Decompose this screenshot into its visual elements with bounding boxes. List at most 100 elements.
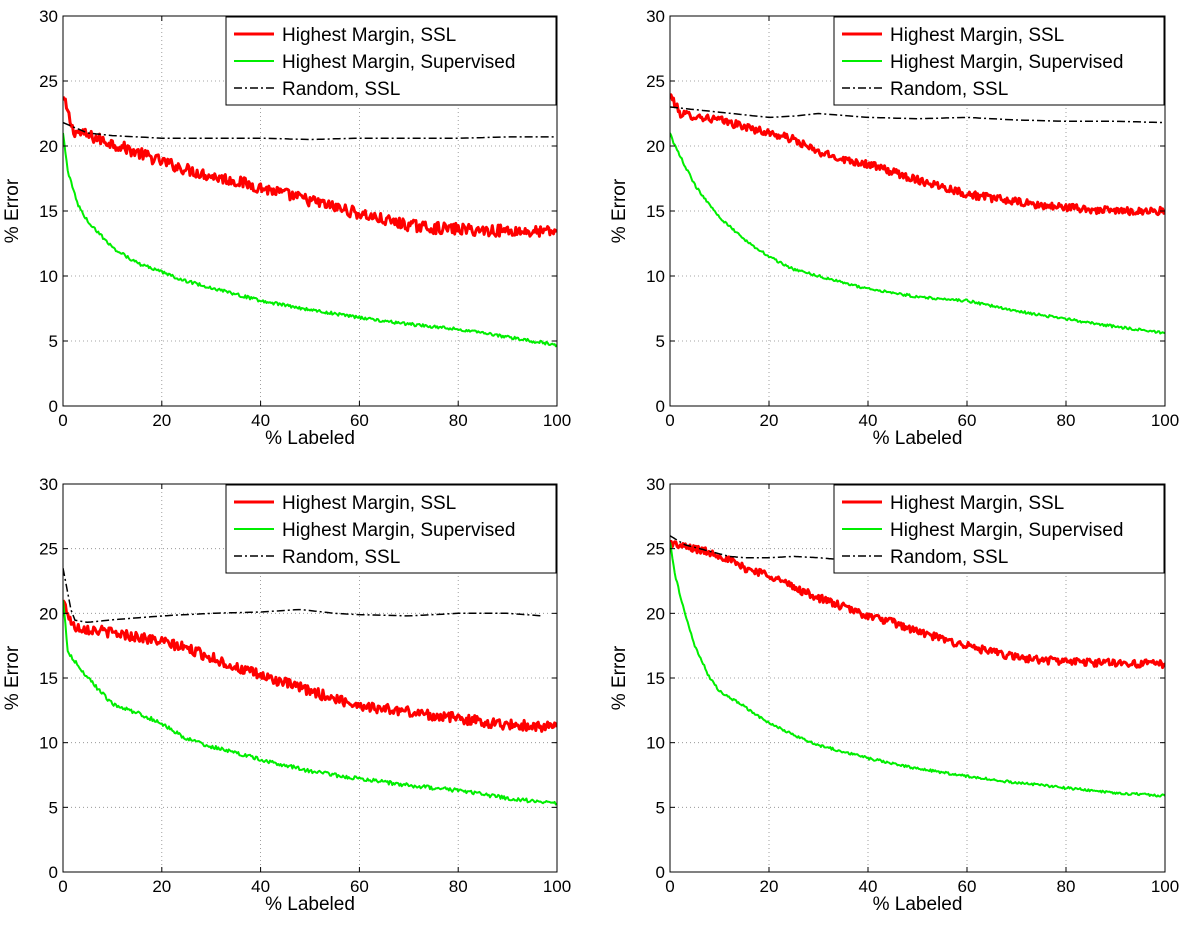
y-tick-label: 30 — [39, 7, 58, 26]
series-line-2 — [63, 132, 557, 348]
x-tick-label: 60 — [350, 411, 369, 430]
x-tick-label: 80 — [1057, 411, 1076, 430]
x-tick-label: 60 — [958, 411, 977, 430]
series-line-1 — [670, 92, 1165, 217]
y-axis-label: % Error — [609, 645, 630, 710]
legend-label-1: Highest Margin, SSL — [890, 493, 1064, 514]
x-tick-label: 20 — [760, 411, 779, 430]
x-tick-label: 0 — [665, 411, 674, 430]
legend-label-3: Random, SSL — [282, 547, 400, 568]
y-tick-label: 15 — [39, 669, 58, 688]
y-tick-label: 5 — [656, 332, 665, 351]
chart-panel-4: 0 20 40 60 80 100 0 5 10 15 20 25 30 % Labeled % Error… — [609, 475, 1179, 915]
y-tick-label: 10 — [646, 734, 665, 753]
x-tick-label: 80 — [449, 411, 468, 430]
legend-label-2: Highest Margin, Supervised — [282, 52, 515, 73]
series-line-2 — [670, 542, 1165, 798]
x-tick-label: 0 — [665, 877, 674, 896]
series-group — [670, 92, 1165, 335]
legend-label-2: Highest Margin, Supervised — [890, 52, 1123, 73]
y-tick-label: 30 — [39, 475, 58, 494]
series-line-3 — [670, 535, 834, 560]
legend-label-3: Random, SSL — [890, 547, 1008, 568]
series-group — [670, 535, 1165, 798]
y-tick-label: 25 — [646, 540, 665, 559]
y-tick-label: 10 — [646, 267, 665, 286]
x-tick-label: 100 — [543, 877, 571, 896]
x-tick-label: 20 — [152, 877, 171, 896]
y-tick-label: 5 — [49, 798, 58, 817]
legend: Highest Margin, SSL Highest Margin, Super… — [225, 484, 557, 574]
y-axis-label: % Error — [2, 178, 23, 243]
x-tick-label: 40 — [251, 877, 270, 896]
legend-label-1: Highest Margin, SSL — [890, 25, 1064, 46]
y-tick-label: 30 — [646, 7, 665, 26]
x-axis-label: % Labeled — [265, 894, 355, 915]
series-line-1 — [670, 539, 1165, 670]
legend: Highest Margin, SSL Highest Margin, Super… — [833, 484, 1165, 574]
y-tick-label: 25 — [39, 540, 58, 559]
legend-box — [833, 484, 1165, 574]
chart-panel-1: 0 20 40 60 80 100 0 5 10 15 20 25 30 % Labeled % Error… — [2, 7, 571, 449]
series-line-3 — [670, 106, 1165, 124]
y-tick-label: 5 — [49, 332, 58, 351]
legend-label-1: Highest Margin, SSL — [282, 493, 456, 514]
y-tick-label: 15 — [646, 669, 665, 688]
legend: Highest Margin, SSL Highest Margin, Super… — [833, 16, 1165, 106]
y-tick-label: 5 — [656, 798, 665, 817]
y-tick-label: 10 — [39, 734, 58, 753]
x-tick-label: 0 — [58, 411, 67, 430]
series-group — [63, 567, 557, 806]
legend-label-2: Highest Margin, Supervised — [890, 520, 1123, 541]
series-line-2 — [670, 132, 1165, 335]
y-tick-label: 0 — [49, 397, 58, 416]
y-tick-label: 0 — [49, 863, 58, 882]
y-axis-label: % Error — [2, 645, 23, 710]
x-tick-label: 20 — [760, 877, 779, 896]
chart-panel-2: 0 20 40 60 80 100 0 5 10 15 20 25 30 % Labeled % Error… — [609, 7, 1179, 449]
series-line-3 — [63, 121, 557, 141]
x-tick-label: 100 — [1151, 411, 1179, 430]
x-tick-label: 20 — [152, 411, 171, 430]
x-axis-label: % Labeled — [873, 894, 963, 915]
legend-box — [833, 16, 1165, 106]
y-tick-label: 15 — [646, 202, 665, 221]
series-line-1 — [63, 599, 557, 733]
x-tick-label: 40 — [251, 411, 270, 430]
y-axis-label: % Error — [609, 178, 630, 243]
x-tick-label: 80 — [449, 877, 468, 896]
series-line-2 — [63, 600, 557, 806]
y-tick-label: 30 — [646, 475, 665, 494]
series-line-1 — [63, 95, 557, 238]
x-tick-label: 60 — [958, 877, 977, 896]
y-tick-label: 20 — [39, 137, 58, 156]
y-tick-label: 25 — [39, 72, 58, 91]
y-tick-label: 25 — [646, 72, 665, 91]
legend: Highest Margin, SSL Highest Margin, Super… — [225, 16, 557, 106]
x-tick-label: 60 — [350, 877, 369, 896]
y-tick-label: 10 — [39, 267, 58, 286]
x-tick-label: 40 — [859, 411, 878, 430]
x-axis-label: % Labeled — [873, 428, 963, 449]
legend-label-1: Highest Margin, SSL — [282, 25, 456, 46]
x-tick-label: 0 — [58, 877, 67, 896]
legend-label-3: Random, SSL — [282, 79, 400, 100]
y-tick-label: 0 — [656, 863, 665, 882]
x-axis-label: % Labeled — [265, 428, 355, 449]
y-tick-label: 20 — [39, 604, 58, 623]
y-tick-label: 0 — [656, 397, 665, 416]
x-tick-label: 100 — [1151, 877, 1179, 896]
x-tick-label: 80 — [1057, 877, 1076, 896]
chart-panel-3: 0 20 40 60 80 100 0 5 10 15 20 25 30 % Labeled % Error… — [2, 475, 571, 915]
legend-label-3: Random, SSL — [890, 79, 1008, 100]
legend-label-2: Highest Margin, Supervised — [282, 520, 515, 541]
x-tick-label: 40 — [859, 877, 878, 896]
y-tick-label: 20 — [646, 604, 665, 623]
legend-box — [225, 484, 557, 574]
series-group — [63, 95, 557, 348]
x-tick-label: 100 — [543, 411, 571, 430]
legend-box — [225, 16, 557, 106]
y-tick-label: 15 — [39, 202, 58, 221]
y-tick-label: 20 — [646, 137, 665, 156]
